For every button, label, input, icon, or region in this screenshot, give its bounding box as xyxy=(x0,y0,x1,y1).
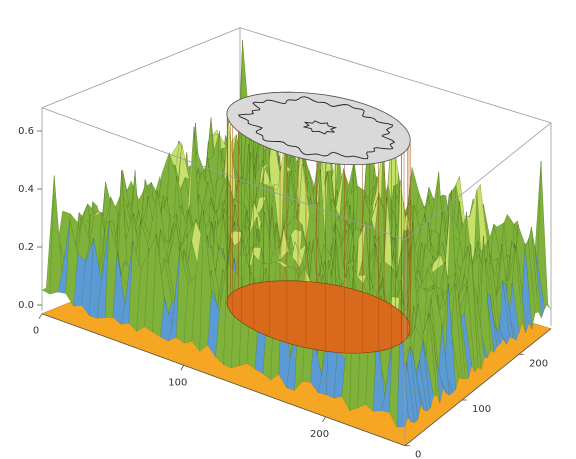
y-tick-label: 200 xyxy=(529,358,548,369)
x-tick-label: 100 xyxy=(168,377,187,388)
z-tick-label: 0.2 xyxy=(18,242,34,253)
cylinder-top-ring xyxy=(237,96,396,160)
bounding-box-front xyxy=(41,107,552,447)
z-tick-label: 0.0 xyxy=(18,300,34,311)
z-tick-label: 0.6 xyxy=(18,126,34,137)
x-tick-mark xyxy=(180,365,185,371)
cylinder-top xyxy=(226,91,411,166)
x-tick-mark xyxy=(322,416,326,423)
x-tick-label: 0 xyxy=(33,326,39,337)
cylinder-top-star xyxy=(302,120,338,135)
box-edge-bottom-front-left xyxy=(41,313,406,447)
axis-ticks: 0 100 200 0 100 200 0.0 0.2 0.4 0.6 xyxy=(18,126,548,459)
central-cylinder xyxy=(226,91,411,354)
x-tick-label: 200 xyxy=(310,429,329,440)
box-edge-top-front-right xyxy=(404,122,552,241)
bounding-box-back xyxy=(41,27,552,326)
box-edge-bottom-front-right xyxy=(404,328,552,447)
z-tick-label: 0.4 xyxy=(18,184,34,195)
box-edge-top-front-left xyxy=(41,107,406,241)
x-tick-mark xyxy=(38,313,43,319)
y-tick-label: 0 xyxy=(415,450,421,459)
box-edge-top-back-left xyxy=(41,27,241,109)
y-tick-label: 100 xyxy=(472,404,491,415)
box-edge-top-back-right xyxy=(239,27,552,124)
